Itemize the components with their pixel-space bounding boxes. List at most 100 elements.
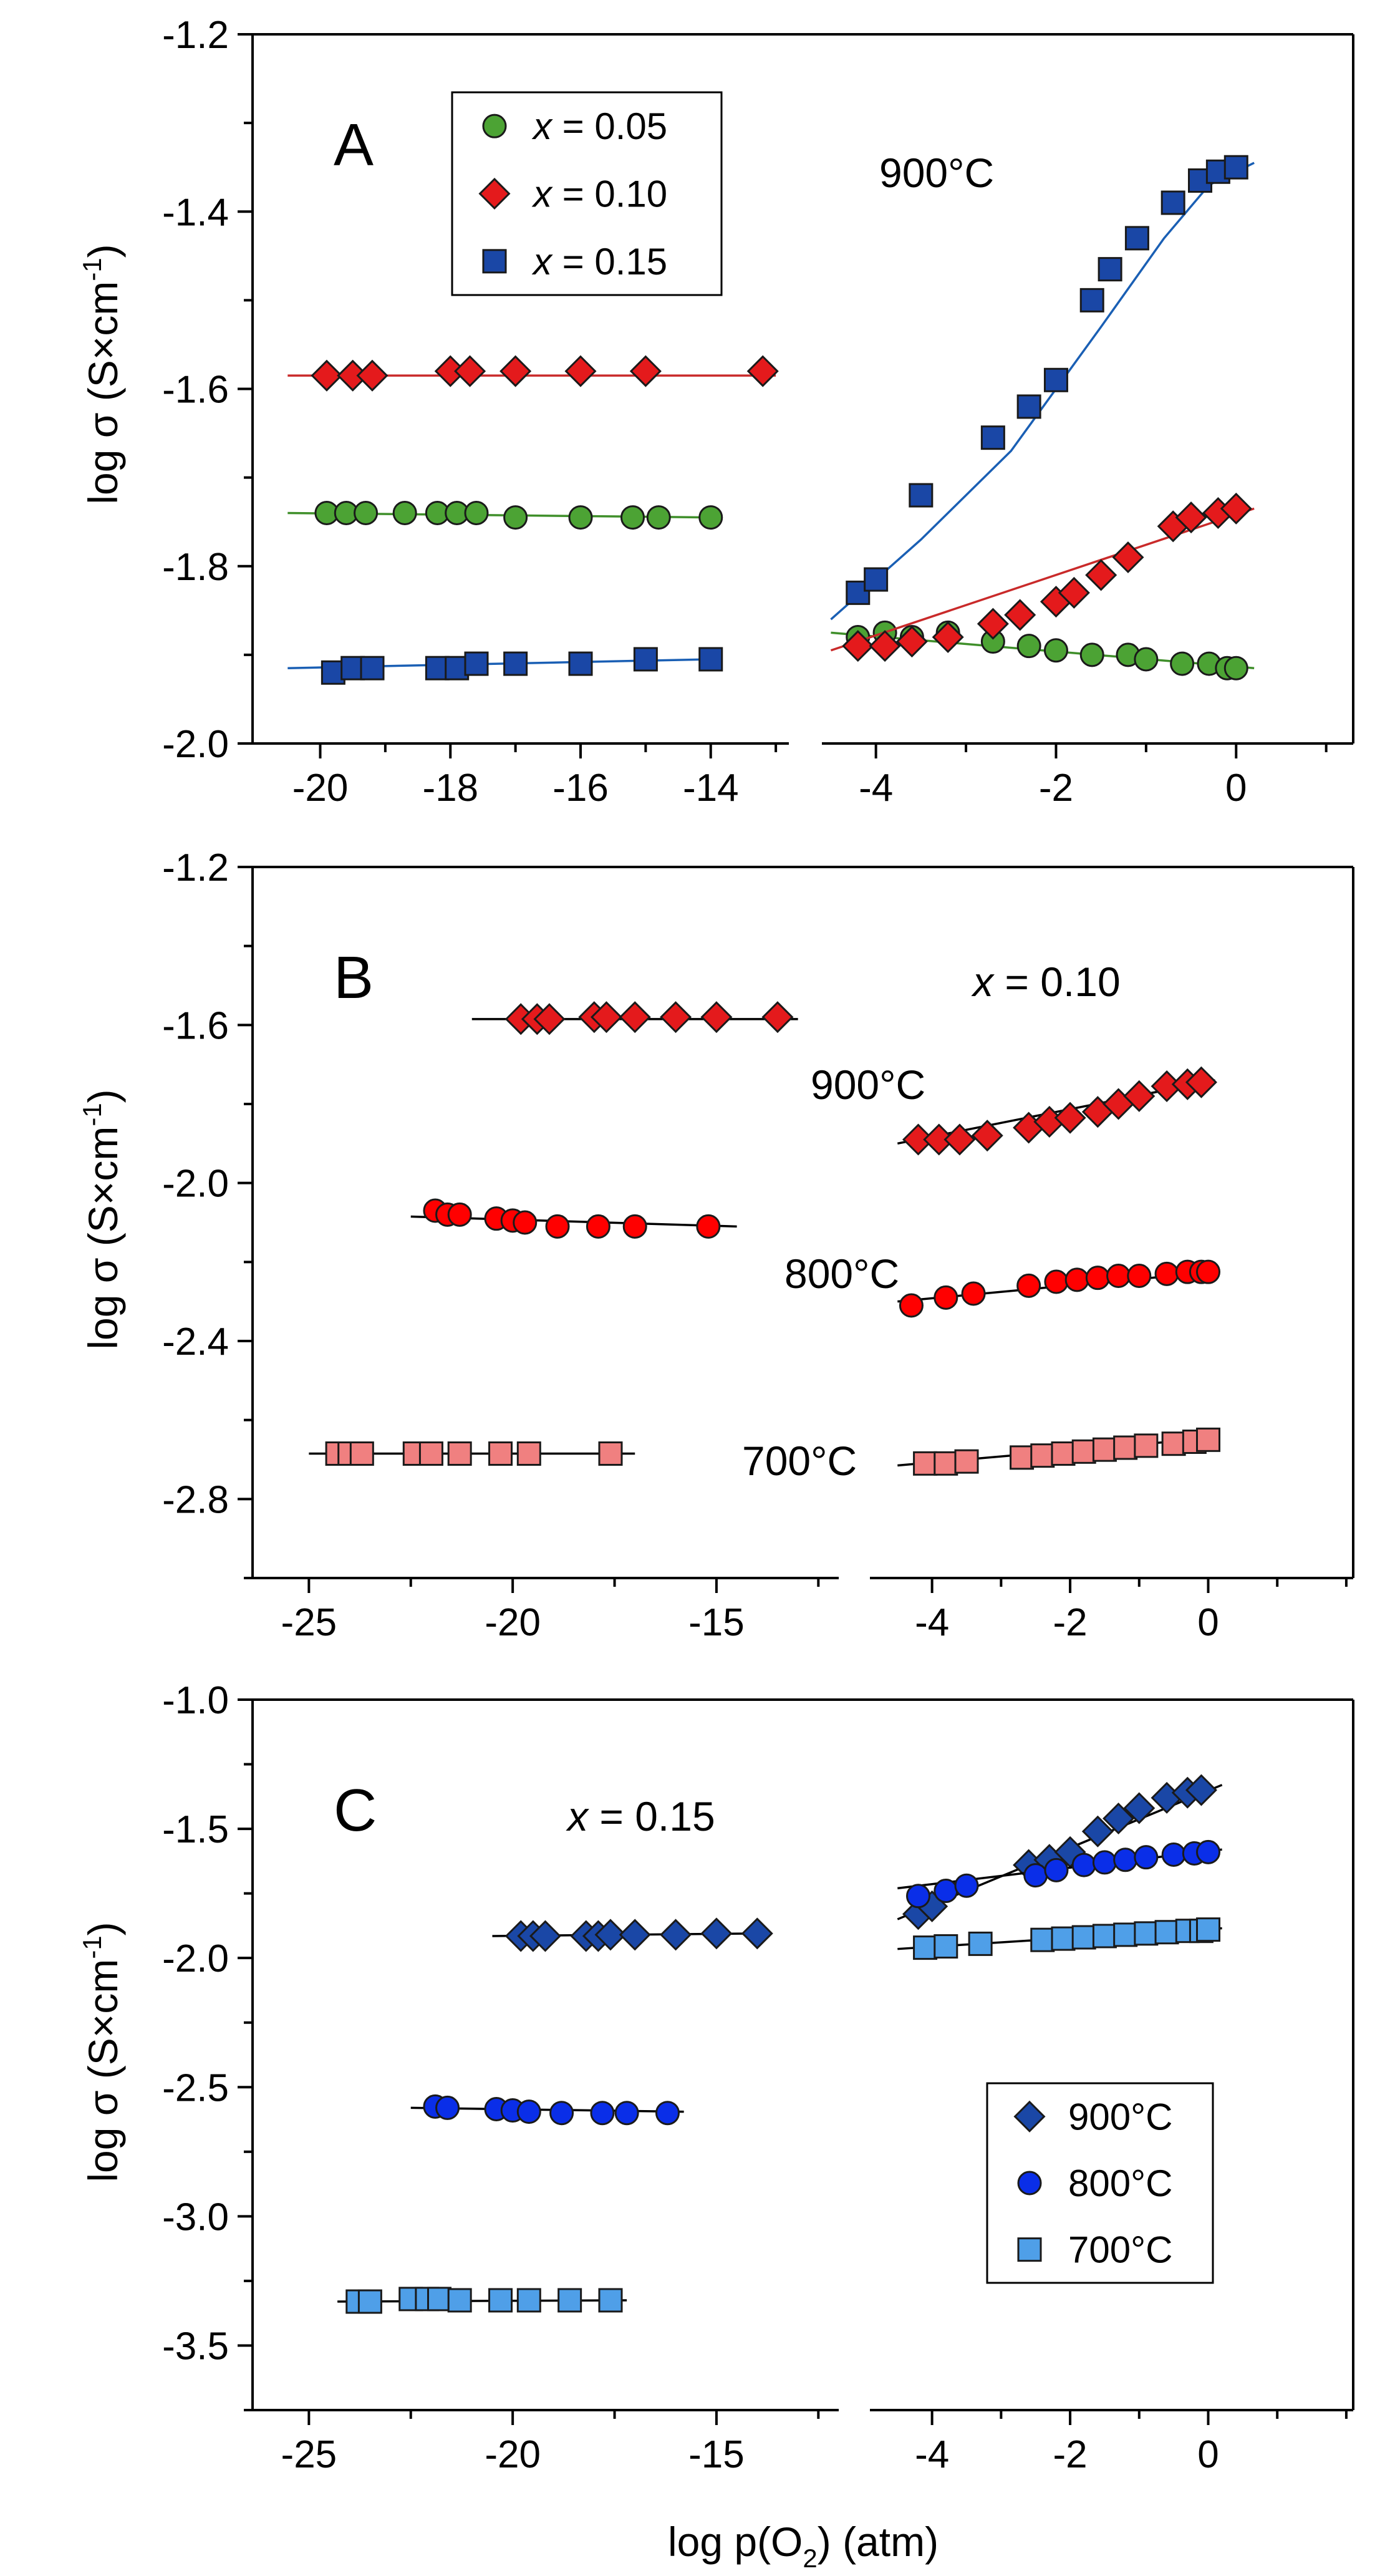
data-point — [392, 500, 417, 525]
y-tick-label: -1.4 — [162, 191, 229, 234]
data-point — [1113, 1847, 1138, 1872]
legend-marker — [1017, 2171, 1042, 2196]
data-point — [356, 359, 388, 392]
y-axis-title: log σ (S×cm-1) — [77, 1089, 126, 1349]
legend: 900°C 800°C 700°C — [986, 2082, 1214, 2284]
data-point — [1071, 1925, 1096, 1950]
data-point — [564, 355, 597, 387]
x-tick-label: -2 — [1053, 1601, 1088, 1644]
x-tick-label: -25 — [281, 1601, 337, 1644]
y-tick-label: -2.5 — [162, 2066, 229, 2109]
series-x-0-10 — [287, 355, 1255, 662]
data-point — [1185, 1774, 1217, 1806]
data-point — [488, 1441, 513, 1466]
data-point — [761, 1001, 794, 1034]
data-point — [622, 1214, 647, 1239]
data-point — [1043, 638, 1068, 663]
data-point — [598, 2288, 623, 2313]
data-point — [590, 1001, 622, 1034]
data-point — [1016, 394, 1041, 419]
series-900-c — [492, 1774, 1223, 1952]
data-point — [435, 2095, 460, 2120]
panel-a: -1.2-1.4-1.6-1.8-2.0-20 -18 -16 -14 -4 -2 0log… — [77, 14, 1354, 810]
legend-label-value: = 0.15 — [552, 241, 667, 283]
series-temperature-label: 900°C — [811, 1062, 925, 1108]
legend-marker — [482, 114, 507, 138]
data-point — [418, 1441, 443, 1466]
legend-label: x = 0.15 — [531, 241, 667, 283]
data-point — [1124, 226, 1149, 251]
data-point — [349, 1441, 374, 1466]
data-point — [590, 2101, 615, 2126]
data-point — [1092, 1850, 1117, 1875]
data-point — [594, 1919, 627, 1951]
data-point — [1064, 1267, 1089, 1292]
data-point — [586, 1214, 610, 1239]
y-axis-title-main: log σ (S×cm — [80, 1126, 126, 1350]
series-700-c — [309, 1427, 1220, 1476]
y-axis-title: log σ (S×cm-1) — [77, 244, 126, 504]
data-point — [1223, 656, 1248, 680]
data-point — [629, 355, 662, 387]
data-point — [1079, 642, 1104, 667]
data-point — [357, 2289, 382, 2314]
data-point — [1134, 647, 1159, 672]
panel-annotation: 900°C — [879, 150, 994, 196]
legend: x = 0.05x = 0.10x = 0.15 — [451, 91, 723, 296]
x-tick-label: -4 — [859, 767, 893, 810]
data-point — [1106, 1264, 1131, 1288]
x-tick-label: 0 — [1197, 2433, 1219, 2476]
data-point — [1051, 1926, 1076, 1951]
data-point — [1016, 634, 1041, 659]
data-point — [619, 1001, 651, 1034]
data-point — [1161, 1431, 1186, 1456]
data-point — [842, 630, 874, 662]
data-point — [1030, 1443, 1055, 1468]
data-point — [700, 1001, 733, 1034]
y-axis-title-close: ) — [80, 1089, 126, 1103]
x-tick-label: -14 — [683, 767, 739, 810]
series-700-c — [337, 1917, 1222, 2314]
data-point — [1004, 599, 1036, 631]
data-point — [1103, 1803, 1135, 1835]
panel-c: -1.0-1.5-2.0-2.5-3.0-3.5-25 -20 -15 -4 -2 0lo… — [77, 1679, 1354, 2573]
y-axis-title-close: ) — [80, 244, 126, 258]
y-axis-title: log σ (S×cm-1) — [77, 1922, 126, 2182]
series-900-c — [471, 1001, 1217, 1156]
y-tick-label: -1.5 — [162, 1808, 229, 1851]
y-axis-title-close: ) — [80, 1922, 126, 1935]
series-800-c — [410, 1198, 1220, 1318]
data-point — [1044, 1857, 1069, 1882]
data-point — [943, 1123, 976, 1156]
data-point — [1085, 559, 1117, 591]
data-point — [1030, 1927, 1055, 1952]
data-point — [1161, 1842, 1186, 1867]
data-point — [1098, 257, 1122, 282]
data-point — [646, 505, 671, 530]
data-point — [968, 1931, 993, 1956]
data-point — [1112, 541, 1144, 574]
fit-line — [830, 162, 1255, 621]
data-point — [899, 1293, 924, 1318]
data-point — [864, 567, 889, 592]
data-point — [934, 1878, 958, 1903]
data-point — [700, 1917, 733, 1950]
data-point — [1023, 1863, 1048, 1888]
annotation-value: = 0.15 — [588, 1793, 715, 1839]
x-axis-title: log p(O2) (atm) — [668, 2519, 939, 2573]
data-point — [895, 626, 928, 658]
x-axis-title-main: log p(O — [668, 2519, 803, 2565]
data-point — [354, 500, 379, 525]
data-point — [360, 656, 385, 680]
data-point — [869, 630, 901, 662]
y-tick-label: -2.0 — [162, 723, 229, 766]
data-point — [913, 1935, 938, 1960]
data-point — [746, 355, 779, 387]
legend-label-value: = 0.05 — [552, 105, 667, 147]
data-point — [454, 355, 486, 387]
x-tick-label: -15 — [688, 2433, 745, 2476]
data-point — [660, 1919, 692, 1951]
data-point — [1043, 367, 1068, 392]
